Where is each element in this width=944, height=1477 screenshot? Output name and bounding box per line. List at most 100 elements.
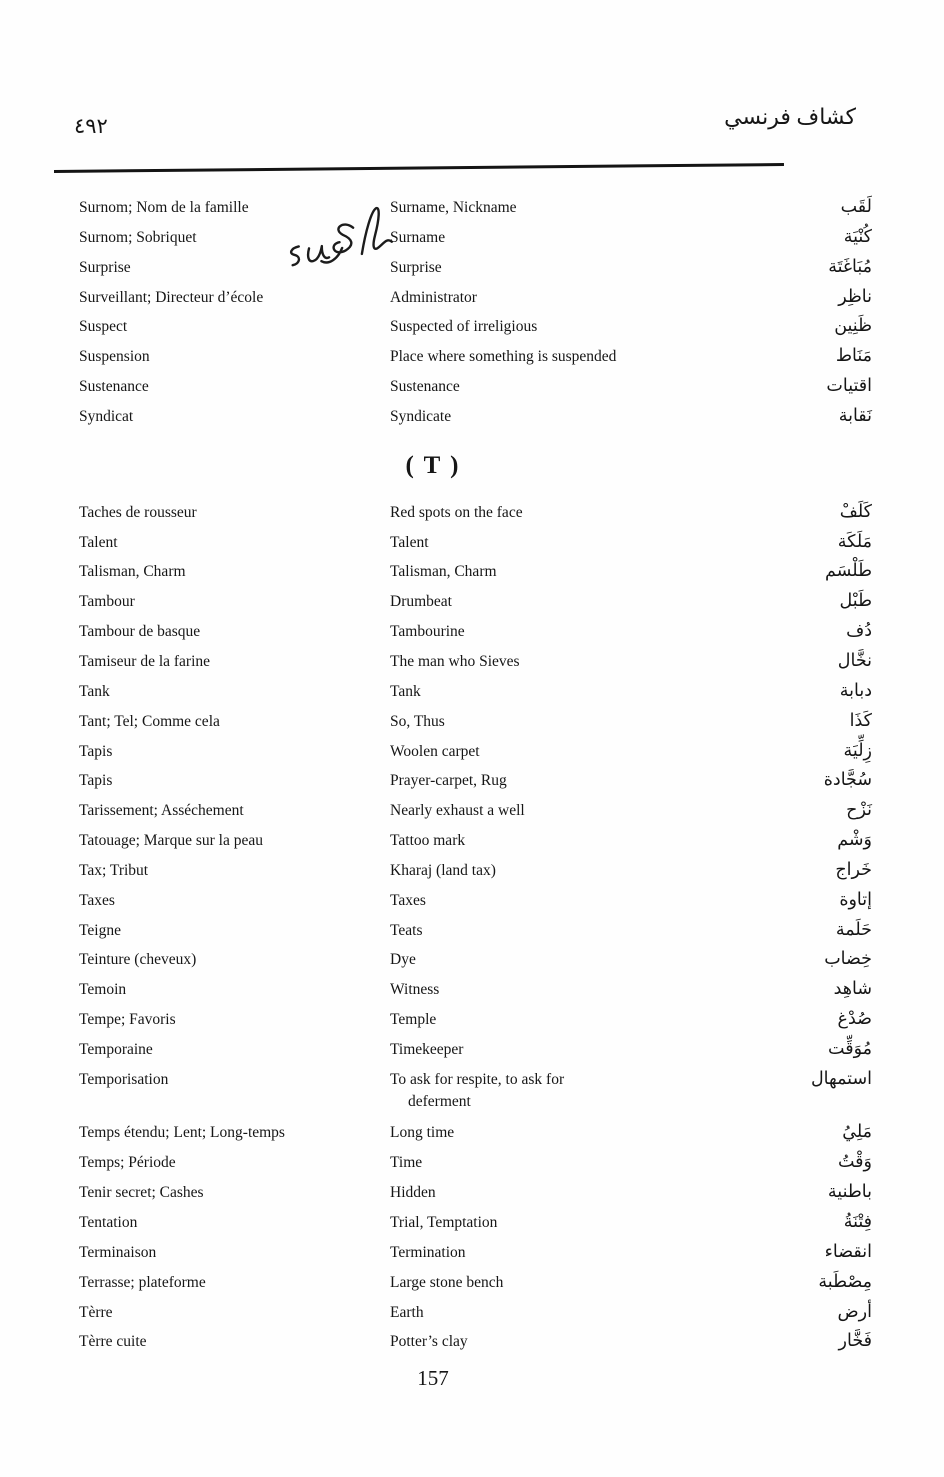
- dict-row: Temporaine Timekeeper مُوَقِّت: [79, 1033, 872, 1063]
- arabic-term: دُف: [846, 620, 872, 641]
- english-term: Surprise: [390, 253, 702, 279]
- english-term: Hidden: [390, 1178, 702, 1204]
- english-term-line1: Syndicate: [390, 407, 452, 425]
- english-term: Prayer-carpet, Rug: [390, 766, 702, 792]
- arabic-term: سُجَّادة: [823, 769, 872, 790]
- dict-row: Tempe; Favoris Temple صُدْغ: [79, 1003, 872, 1033]
- english-term-line1: To ask for respite, to ask for: [390, 1070, 565, 1088]
- english-term: Surname: [390, 223, 702, 249]
- header-page-number: ٤٩٢: [74, 114, 108, 138]
- english-term: Nearly exhaust a well: [390, 796, 702, 822]
- dict-row: Tank Tank دبابة: [79, 675, 872, 705]
- dict-row: Suspension Place where something is suspe…: [79, 340, 872, 370]
- french-term: Terminaison: [79, 1243, 157, 1261]
- english-term-line1: Tambourine: [390, 623, 465, 641]
- arabic-term: لَقَب: [840, 196, 872, 216]
- dict-row: Talisman, Charm Talisman, Charm طَلْسَم: [79, 555, 872, 585]
- english-term-line1: Administrator: [390, 288, 477, 306]
- arabic-term: كَذَا: [849, 709, 872, 730]
- dict-row: Surveillant; Directeur d’école Administra…: [79, 281, 872, 311]
- english-term: Earth: [390, 1298, 702, 1324]
- english-term-line1: Temple: [390, 1011, 437, 1029]
- french-term: Talisman, Charm: [79, 563, 186, 581]
- dict-row: Tèrre Earth أرض: [79, 1296, 872, 1326]
- english-term: Woolen carpet: [390, 737, 702, 763]
- dict-row: Teigne Teats حَلَمة: [79, 914, 872, 944]
- french-term: Tambour: [79, 593, 135, 611]
- english-term-line1: Nearly exhaust a well: [390, 802, 525, 820]
- english-term: Drumbeat: [390, 587, 702, 613]
- french-term: Temoin: [79, 981, 127, 999]
- english-term-line1: Dye: [390, 951, 416, 969]
- french-term: Tèrre: [79, 1303, 113, 1321]
- french-term: Taxes: [79, 891, 115, 909]
- english-term: Administrator: [390, 283, 702, 309]
- english-term: Potter’s clay: [390, 1327, 702, 1353]
- dict-row: Tambour Drumbeat طَبْل: [79, 585, 872, 615]
- french-term: Surnom; Nom de la famille: [79, 199, 249, 216]
- english-term-line1: Tattoo mark: [390, 832, 466, 850]
- english-term: Suspected of irreligious: [390, 312, 702, 338]
- english-term: Talent: [390, 528, 702, 554]
- english-term: Temple: [390, 1005, 702, 1031]
- dict-row: Surnom; Nom de la famille Surname, Nickna…: [79, 191, 872, 221]
- english-term-line1: Trial, Temptation: [390, 1214, 498, 1231]
- english-term-line1: Suspected of irreligious: [390, 318, 538, 336]
- handwritten-h-stroke: [360, 206, 393, 256]
- dict-row: Suspect Suspected of irreligious ظَنِين: [79, 310, 872, 340]
- arabic-term: زِلِّيَة: [843, 739, 872, 760]
- english-term-line1: Talent: [390, 533, 429, 551]
- arabic-term: اقتيات: [826, 375, 872, 396]
- arabic-term: مَلَكَة: [837, 530, 872, 551]
- english-term-line1: Surname: [390, 228, 446, 246]
- english-term: Dye: [390, 945, 702, 971]
- dict-row: Terminaison Termination انقضاء: [79, 1236, 872, 1266]
- dict-row: Tax; Tribut Kharaj (land tax) خَراج: [79, 854, 872, 884]
- english-term-line1: The man who Sieves: [390, 652, 520, 670]
- dict-row: Tèrre cuite Potter’s clay فَخَّار: [79, 1325, 872, 1355]
- english-term: Long time: [390, 1118, 702, 1144]
- dict-row: Taches de rousseur Red spots on the face ك…: [79, 496, 872, 526]
- english-term: Witness: [390, 975, 702, 1001]
- english-term: Tank: [390, 677, 702, 703]
- arabic-term: وَشْم: [837, 829, 872, 850]
- english-term: Teats: [390, 916, 702, 942]
- french-term: Tenir secret; Cashes: [79, 1184, 204, 1202]
- english-term-line1: Red spots on the face: [390, 503, 523, 521]
- english-term-line1: Hidden: [390, 1184, 436, 1202]
- french-term: Surprise: [79, 258, 131, 276]
- english-term-line1: Taxes: [390, 891, 426, 909]
- french-term: Tax; Tribut: [79, 861, 149, 879]
- section-letter-heading: ( T ): [405, 451, 461, 479]
- dict-row: Teinture (cheveux) Dye خِضاب: [79, 943, 872, 973]
- french-term: Talent: [79, 533, 118, 551]
- french-term: Tèrre cuite: [79, 1333, 147, 1351]
- arabic-term: انقضاء: [824, 1240, 872, 1261]
- french-term: Tambour de basque: [79, 623, 201, 641]
- english-term: Talisman, Charm: [390, 557, 702, 583]
- arabic-term: فِتْنَةُ: [843, 1211, 872, 1231]
- arabic-term: أرض: [837, 1300, 872, 1321]
- french-term: Teinture (cheveux): [79, 951, 197, 969]
- english-term: Taxes: [390, 886, 702, 912]
- english-term-line1: Woolen carpet: [390, 742, 480, 760]
- english-term-line1: Potter’s clay: [390, 1333, 468, 1351]
- english-term: To ask for respite, to ask for deferment: [390, 1065, 702, 1113]
- french-term: Surnom; Sobriquet: [79, 228, 197, 246]
- arabic-term: وَقْتُ: [837, 1151, 872, 1172]
- arabic-term: مُبَاغَتَة: [828, 255, 872, 276]
- french-term: Tatouage; Marque sur la peau: [79, 832, 263, 850]
- english-term-line1: Talisman, Charm: [390, 563, 497, 581]
- dict-row: Terrasse; plateforme Large stone bench مِص…: [79, 1266, 872, 1296]
- arabic-term: مُوَقِّت: [828, 1037, 872, 1058]
- english-term-line1: Long time: [390, 1124, 455, 1142]
- english-term: Place where something is suspended: [390, 342, 702, 368]
- arabic-term: ناظِر: [838, 285, 872, 306]
- french-term: Temps; Période: [79, 1154, 176, 1172]
- french-term: Suspension: [79, 348, 150, 366]
- arabic-term: باطنية: [827, 1181, 872, 1202]
- english-term: Tattoo mark: [390, 826, 702, 852]
- arabic-term: نخَّال: [837, 649, 872, 670]
- dict-row: Temps étendu; Lent; Long-temps Long time م…: [79, 1116, 872, 1146]
- arabic-term: مِصْطَبة: [818, 1270, 872, 1291]
